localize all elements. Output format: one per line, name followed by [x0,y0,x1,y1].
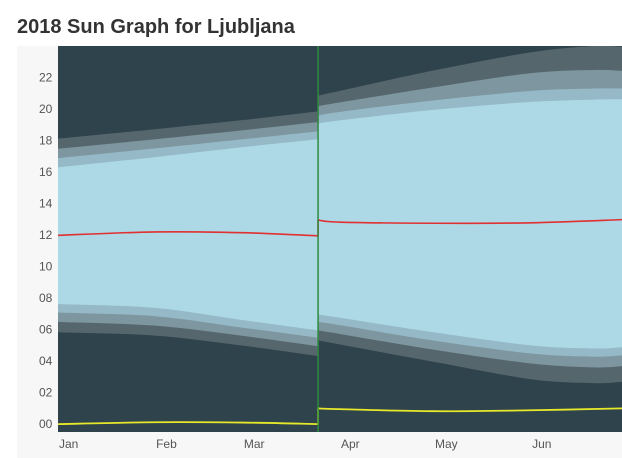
y-tick-label: 14 [39,197,53,211]
sun-graph-svg: 00 02 04 06 08 10 12 14 16 18 20 22 Jan Feb Mar Apr May… [39,46,622,451]
y-tick-label: 22 [39,71,53,85]
solar-noon-line [57,218,622,237]
daylight-band [58,99,622,349]
page-title: 2018 Sun Graph for Ljubljana [17,16,295,38]
x-axis: Jan Feb Mar Apr May Jun [59,437,551,451]
x-tick-label: Jun [532,437,551,451]
sun-graph-chart: 00 02 04 06 08 10 12 14 16 18 20 22 Jan Feb Mar Apr May… [17,46,622,458]
y-tick-label: 08 [39,291,53,305]
x-tick-label: Apr [341,437,360,451]
x-tick-label: May [435,437,458,451]
lines-layer [57,46,622,432]
x-tick-label: Jan [59,437,78,451]
bands-layer [58,46,622,432]
yellow-line [57,407,622,426]
y-tick-label: 02 [39,386,53,400]
y-tick-label: 12 [39,228,53,242]
y-tick-label: 16 [39,165,53,179]
y-tick-label: 18 [39,134,53,148]
y-axis: 00 02 04 06 08 10 12 14 16 18 20 22 [39,71,53,432]
y-tick-label: 00 [39,417,53,431]
y-tick-label: 20 [39,102,53,116]
y-tick-label: 10 [39,260,53,274]
x-tick-label: Mar [244,437,265,451]
x-tick-label: Feb [156,437,177,451]
y-tick-label: 04 [39,354,53,368]
y-tick-label: 06 [39,323,53,337]
